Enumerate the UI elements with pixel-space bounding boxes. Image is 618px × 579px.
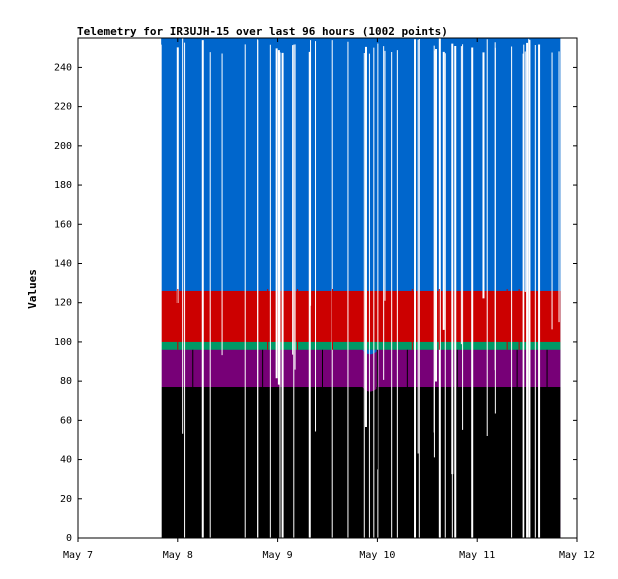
y-tick-label-4: 80 <box>60 376 72 387</box>
y-tick-label-11: 220 <box>54 102 72 113</box>
y-axis: 0 20 40 60 80 100 120 140 160 180 200 220 240 <box>54 62 577 544</box>
y-tick-label-3: 60 <box>60 415 72 426</box>
y-axis-label: Values <box>26 269 39 309</box>
y-tick-label-2: 40 <box>60 455 72 466</box>
x-tick-label-3: May 10 <box>359 550 395 561</box>
plot-area <box>160 38 561 538</box>
plot-frame <box>77 37 578 539</box>
y-tick-label-6: 120 <box>54 298 72 309</box>
series-band-4 <box>161 387 561 538</box>
y-tick-label-10: 200 <box>54 141 72 152</box>
x-tick-label-2: May 9 <box>263 550 293 561</box>
y-tick-label-7: 140 <box>54 258 72 269</box>
y-tick-label-8: 160 <box>54 219 72 230</box>
x-tick-label-1: May 8 <box>163 550 193 561</box>
y-tick-label-5: 100 <box>54 337 72 348</box>
x-axis: May 7 May 8 May 9 May 10 May 11 May 12 <box>63 38 595 561</box>
chart-title: Telemetry for IR3UJH-15 over last 96 hou… <box>77 25 448 38</box>
x-tick-label-0: May 7 <box>63 550 93 561</box>
y-tick-label-9: 180 <box>54 180 72 191</box>
y-tick-label-0: 0 <box>66 533 72 544</box>
y-tick-label-1: 20 <box>60 494 72 505</box>
x-tick-label-5: May 12 <box>559 550 595 561</box>
y-tick-label-12: 240 <box>54 62 72 73</box>
x-tick-label-4: May 11 <box>459 550 495 561</box>
